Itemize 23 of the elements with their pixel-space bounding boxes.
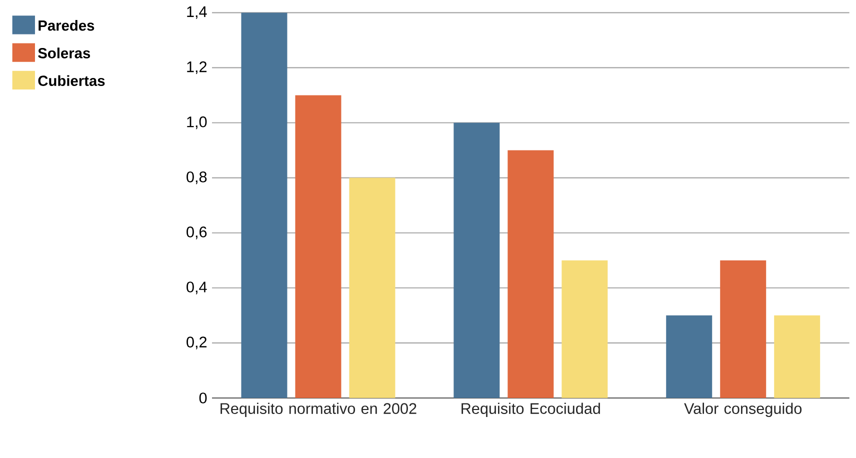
legend-label: Paredes	[38, 20, 94, 31]
bar	[562, 260, 608, 398]
x-tick-label: Valor conseguido	[684, 402, 802, 417]
y-tick-label: 1,4	[187, 6, 207, 19]
y-tick-label: 0,6	[186, 226, 207, 240]
bar	[774, 315, 820, 398]
bar	[666, 315, 712, 398]
bar	[454, 122, 500, 398]
bar	[349, 178, 396, 398]
bar	[295, 95, 342, 398]
x-tick-label: Requisito Ecociudad	[462, 402, 600, 417]
bar	[720, 260, 766, 398]
bar	[508, 150, 554, 398]
bar	[241, 12, 288, 398]
legend-label: Cubiertas	[38, 75, 105, 86]
y-tick-label: 1,2	[187, 61, 207, 74]
y-tick-label: 1,0	[187, 116, 207, 130]
y-tick-label: 0,2	[186, 336, 207, 350]
x-tick-label: Requisito normativo en 2002	[220, 402, 416, 417]
y-tick-label: 0,8	[186, 171, 207, 184]
y-tick-label: 0	[199, 392, 207, 404]
legend-label: Soleras	[38, 48, 90, 58]
y-tick-label: 0,4	[186, 282, 207, 294]
